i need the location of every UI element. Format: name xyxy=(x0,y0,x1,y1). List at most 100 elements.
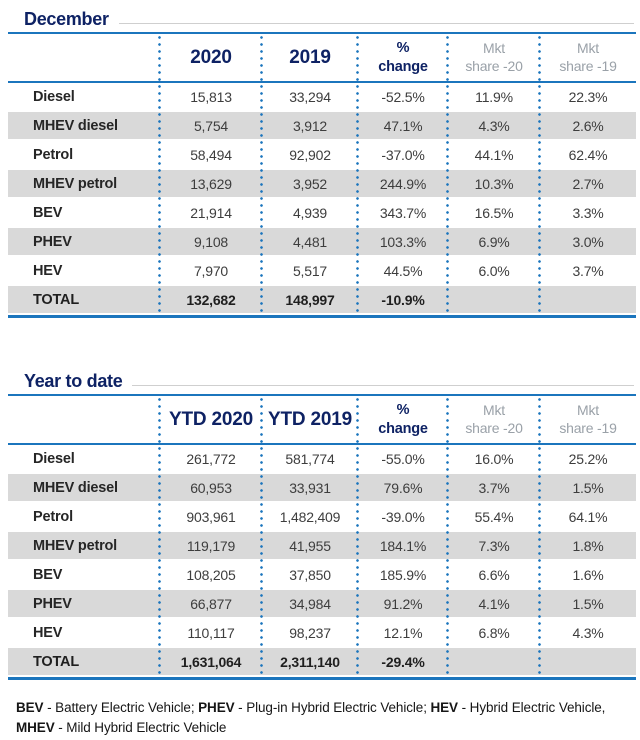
row-label: TOTAL xyxy=(8,284,160,315)
row-label: Diesel xyxy=(8,443,160,474)
column-header: % change xyxy=(358,396,448,445)
data-cell xyxy=(540,646,636,677)
data-cell: 1.8% xyxy=(540,530,636,561)
row-label: PHEV xyxy=(8,588,160,619)
column-header: Mkt share -19 xyxy=(540,34,636,83)
data-cell: 98,237 xyxy=(262,617,358,648)
data-cell: 92,902 xyxy=(262,139,358,170)
december-data-table: 2020 2019% change Mkt share -20 Mkt share -… xyxy=(8,34,636,315)
data-cell: 1.6% xyxy=(540,559,636,590)
data-cell: 16.0% xyxy=(448,443,540,474)
data-cell: 3.0% xyxy=(540,226,636,257)
table-row: HEV 7,970 5,517 44.5% 6.0% 3.7% xyxy=(8,255,636,286)
table-row: PHEV 9,108 4,481 103.3% 6.9% 3.0% xyxy=(8,226,636,257)
column-header: 2019 xyxy=(262,34,358,83)
table-row: Petrol 58,494 92,902 -37.0% 44.1% 62.4% xyxy=(8,139,636,170)
data-cell: 2.7% xyxy=(540,168,636,199)
table-row: Diesel 15,813 33,294 -52.5% 11.9% 22.3% xyxy=(8,81,636,112)
table-row: BEV 21,914 4,939 343.7% 16.5% 3.3% xyxy=(8,197,636,228)
table-row: MHEV petrol 13,629 3,952 244.9% 10.3% 2.7% xyxy=(8,168,636,199)
data-cell: 47.1% xyxy=(358,110,448,141)
row-label: MHEV diesel xyxy=(8,110,160,141)
data-cell: 1.5% xyxy=(540,588,636,619)
data-cell: 60,953 xyxy=(160,472,262,503)
section-title-year-to-date: Year to date xyxy=(24,371,123,391)
data-cell: 41,955 xyxy=(262,530,358,561)
row-label: HEV xyxy=(8,255,160,286)
table-body: Diesel 15,813 33,294 -52.5% 11.9% 22.3% MHEV d… xyxy=(8,81,636,315)
row-label: TOTAL xyxy=(8,646,160,677)
data-cell: 16.5% xyxy=(448,197,540,228)
data-cell: 244.9% xyxy=(358,168,448,199)
data-cell: 25.2% xyxy=(540,443,636,474)
row-label: HEV xyxy=(8,617,160,648)
row-label-header xyxy=(8,34,160,83)
data-cell: 1.5% xyxy=(540,472,636,503)
data-cell: 184.1% xyxy=(358,530,448,561)
header-row: YTD 2020 YTD 2019% change Mkt share -20 Mkt… xyxy=(8,396,636,445)
footnote: BEV - Battery Electric Vehicle; PHEV - P… xyxy=(16,700,606,736)
data-cell: -52.5% xyxy=(358,81,448,112)
december-section: December 2020 2019% change Mkt share -20 Mk… xyxy=(8,6,636,318)
data-cell: 581,774 xyxy=(262,443,358,474)
data-cell: 261,772 xyxy=(160,443,262,474)
data-cell: 1,482,409 xyxy=(262,501,358,532)
data-cell: 44.5% xyxy=(358,255,448,286)
data-cell: 34,984 xyxy=(262,588,358,619)
year-to-date-data-table: YTD 2020 YTD 2019% change Mkt share -20 Mkt… xyxy=(8,396,636,677)
row-label: BEV xyxy=(8,197,160,228)
data-cell: -37.0% xyxy=(358,139,448,170)
data-cell: 3.7% xyxy=(448,472,540,503)
row-label: MHEV petrol xyxy=(8,530,160,561)
header-row: 2020 2019% change Mkt share -20 Mkt share -… xyxy=(8,34,636,83)
data-cell: 3,912 xyxy=(262,110,358,141)
data-cell: 6.6% xyxy=(448,559,540,590)
data-cell: 148,997 xyxy=(262,284,358,315)
data-cell: 343.7% xyxy=(358,197,448,228)
data-cell: 6.0% xyxy=(448,255,540,286)
column-header: Mkt share -20 xyxy=(448,34,540,83)
data-cell: 4.3% xyxy=(540,617,636,648)
footnote-abbreviation: HEV xyxy=(430,700,459,715)
data-cell: 903,961 xyxy=(160,501,262,532)
data-cell: 119,179 xyxy=(160,530,262,561)
table-row: Petrol 903,961 1,482,409 -39.0% 55.4% 64.1% xyxy=(8,501,636,532)
table-row: MHEV diesel 5,754 3,912 47.1% 4.3% 2.6% xyxy=(8,110,636,141)
data-cell: 7.3% xyxy=(448,530,540,561)
row-label-header xyxy=(8,396,160,445)
data-cell: 55.4% xyxy=(448,501,540,532)
year-to-date-table: YTD 2020 YTD 2019% change Mkt share -20 Mkt… xyxy=(8,394,636,680)
column-header: YTD 2020 xyxy=(160,396,262,445)
data-cell: 4,481 xyxy=(262,226,358,257)
table-row: PHEV 66,877 34,984 91.2% 4.1% 1.5% xyxy=(8,588,636,619)
row-label: MHEV petrol xyxy=(8,168,160,199)
data-cell: 9,108 xyxy=(160,226,262,257)
row-label: Diesel xyxy=(8,81,160,112)
data-cell: 11.9% xyxy=(448,81,540,112)
data-cell xyxy=(448,646,540,677)
data-cell: 6.8% xyxy=(448,617,540,648)
data-cell: 13,629 xyxy=(160,168,262,199)
total-row: TOTAL 1,631,064 2,311,140 -29.4% xyxy=(8,646,636,677)
data-cell: 3,952 xyxy=(262,168,358,199)
data-cell: 58,494 xyxy=(160,139,262,170)
row-label: Petrol xyxy=(8,501,160,532)
data-cell: 6.9% xyxy=(448,226,540,257)
column-header: YTD 2019 xyxy=(262,396,358,445)
table-body: Diesel 261,772 581,774 -55.0% 16.0% 25.2% MHEV… xyxy=(8,443,636,677)
data-cell: -39.0% xyxy=(358,501,448,532)
data-cell: 185.9% xyxy=(358,559,448,590)
data-cell: 91.2% xyxy=(358,588,448,619)
column-header: Mkt share -19 xyxy=(540,396,636,445)
data-cell: 15,813 xyxy=(160,81,262,112)
data-cell: 33,931 xyxy=(262,472,358,503)
footnote-abbreviation: MHEV xyxy=(16,720,55,736)
data-cell: 7,970 xyxy=(160,255,262,286)
section-title-december: December xyxy=(24,9,109,29)
december-table: 2020 2019% change Mkt share -20 Mkt share -… xyxy=(8,32,636,318)
row-label: Petrol xyxy=(8,139,160,170)
title-rule xyxy=(132,385,634,386)
table-row: MHEV petrol 119,179 41,955 184.1% 7.3% 1.8% xyxy=(8,530,636,561)
total-row: TOTAL 132,682 148,997 -10.9% xyxy=(8,284,636,315)
